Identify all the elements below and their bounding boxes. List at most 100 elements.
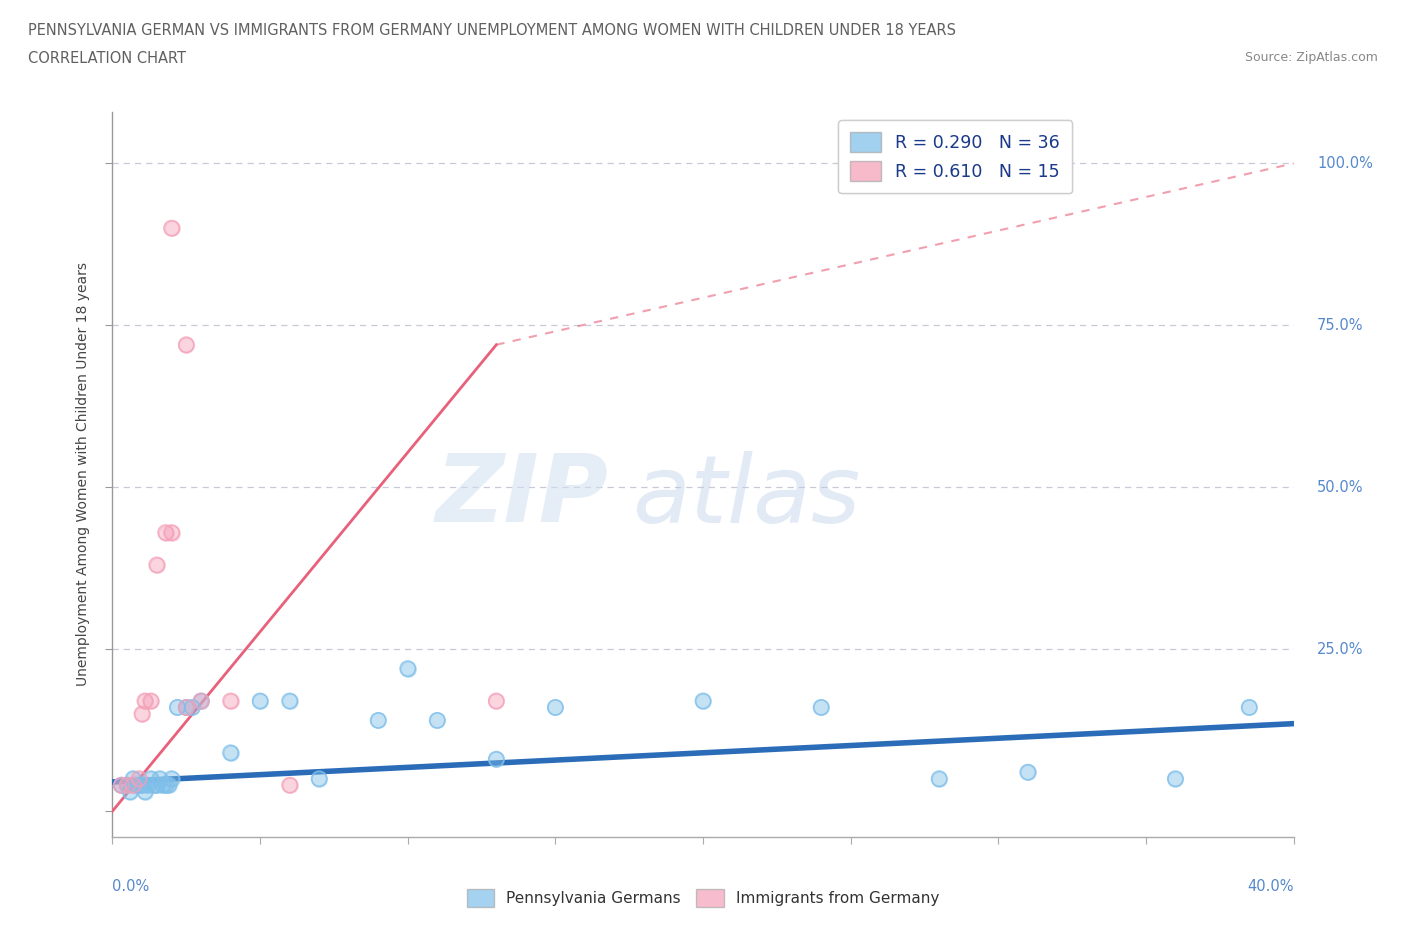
Point [396, 661, 419, 676]
Point [120, 784, 142, 799]
Text: 50.0%: 50.0% [1317, 480, 1364, 495]
Text: Source: ZipAtlas.com: Source: ZipAtlas.com [1244, 51, 1378, 64]
Point [174, 700, 197, 715]
Point [278, 777, 301, 792]
Point [131, 707, 153, 722]
Point [174, 700, 197, 715]
Point [122, 777, 145, 792]
Point [160, 771, 183, 786]
Point [157, 777, 180, 792]
Point [485, 751, 508, 766]
Point [146, 777, 169, 792]
Point [219, 745, 242, 760]
Point [308, 771, 330, 786]
Point [181, 700, 204, 715]
Point [928, 771, 950, 786]
Point [122, 777, 145, 792]
Point [190, 694, 212, 709]
Point [131, 707, 153, 722]
Point [160, 771, 183, 786]
Point [367, 713, 389, 728]
Point [166, 700, 188, 715]
Point [134, 694, 156, 709]
Point [1017, 764, 1039, 779]
Point [219, 745, 242, 760]
Point [122, 771, 145, 786]
Point [190, 694, 212, 709]
Point [278, 694, 301, 709]
Point [160, 220, 183, 235]
Point [117, 777, 138, 792]
Point [367, 713, 389, 728]
Point [928, 771, 950, 786]
Point [110, 777, 132, 792]
Point [139, 694, 162, 709]
Point [117, 777, 138, 792]
Point [136, 777, 159, 792]
Point [139, 771, 162, 786]
Point [1239, 700, 1261, 715]
Y-axis label: Unemployment Among Women with Children Under 18 years: Unemployment Among Women with Children U… [76, 262, 90, 686]
Point [544, 700, 567, 715]
Text: ZIP: ZIP [436, 450, 609, 542]
Point [131, 777, 153, 792]
Point [155, 777, 177, 792]
Point [396, 661, 419, 676]
Point [134, 694, 156, 709]
Point [110, 777, 132, 792]
Text: atlas: atlas [633, 450, 860, 541]
Point [174, 338, 197, 352]
Point [181, 700, 204, 715]
Point [142, 777, 165, 792]
Point [149, 771, 172, 786]
Legend: R = 0.290   N = 36, R = 0.610   N = 15: R = 0.290 N = 36, R = 0.610 N = 15 [838, 120, 1073, 193]
Point [249, 694, 271, 709]
Point [110, 777, 132, 792]
Point [110, 777, 132, 792]
Text: 25.0%: 25.0% [1317, 642, 1364, 657]
Point [174, 338, 197, 352]
Point [136, 777, 159, 792]
Point [125, 777, 148, 792]
Point [120, 784, 142, 799]
Point [485, 694, 508, 709]
Point [1017, 764, 1039, 779]
Point [134, 784, 156, 799]
Point [219, 694, 242, 709]
Point [174, 700, 197, 715]
Point [1164, 771, 1187, 786]
Legend: Pennsylvania Germans, Immigrants from Germany: Pennsylvania Germans, Immigrants from Ge… [461, 884, 945, 913]
Text: PENNSYLVANIA GERMAN VS IMMIGRANTS FROM GERMANY UNEMPLOYMENT AMONG WOMEN WITH CHI: PENNSYLVANIA GERMAN VS IMMIGRANTS FROM G… [28, 23, 956, 38]
Point [160, 525, 183, 540]
Point [146, 777, 169, 792]
Point [152, 777, 174, 792]
Text: 100.0%: 100.0% [1317, 156, 1374, 171]
Point [278, 777, 301, 792]
Point [125, 777, 148, 792]
Point [1239, 700, 1261, 715]
Text: CORRELATION CHART: CORRELATION CHART [28, 51, 186, 66]
Point [219, 694, 242, 709]
Point [485, 694, 508, 709]
Point [692, 694, 714, 709]
Point [426, 713, 449, 728]
Point [155, 777, 177, 792]
Point [146, 558, 169, 573]
Point [1164, 771, 1187, 786]
Text: 0.0%: 0.0% [112, 879, 149, 894]
Point [692, 694, 714, 709]
Point [142, 777, 165, 792]
Point [128, 771, 150, 786]
Point [117, 777, 138, 792]
Point [128, 771, 150, 786]
Point [122, 771, 145, 786]
Point [139, 694, 162, 709]
Point [157, 777, 180, 792]
Point [155, 525, 177, 540]
Point [278, 694, 301, 709]
Point [131, 777, 153, 792]
Point [134, 784, 156, 799]
Point [152, 777, 174, 792]
Point [139, 771, 162, 786]
Text: 40.0%: 40.0% [1247, 879, 1294, 894]
